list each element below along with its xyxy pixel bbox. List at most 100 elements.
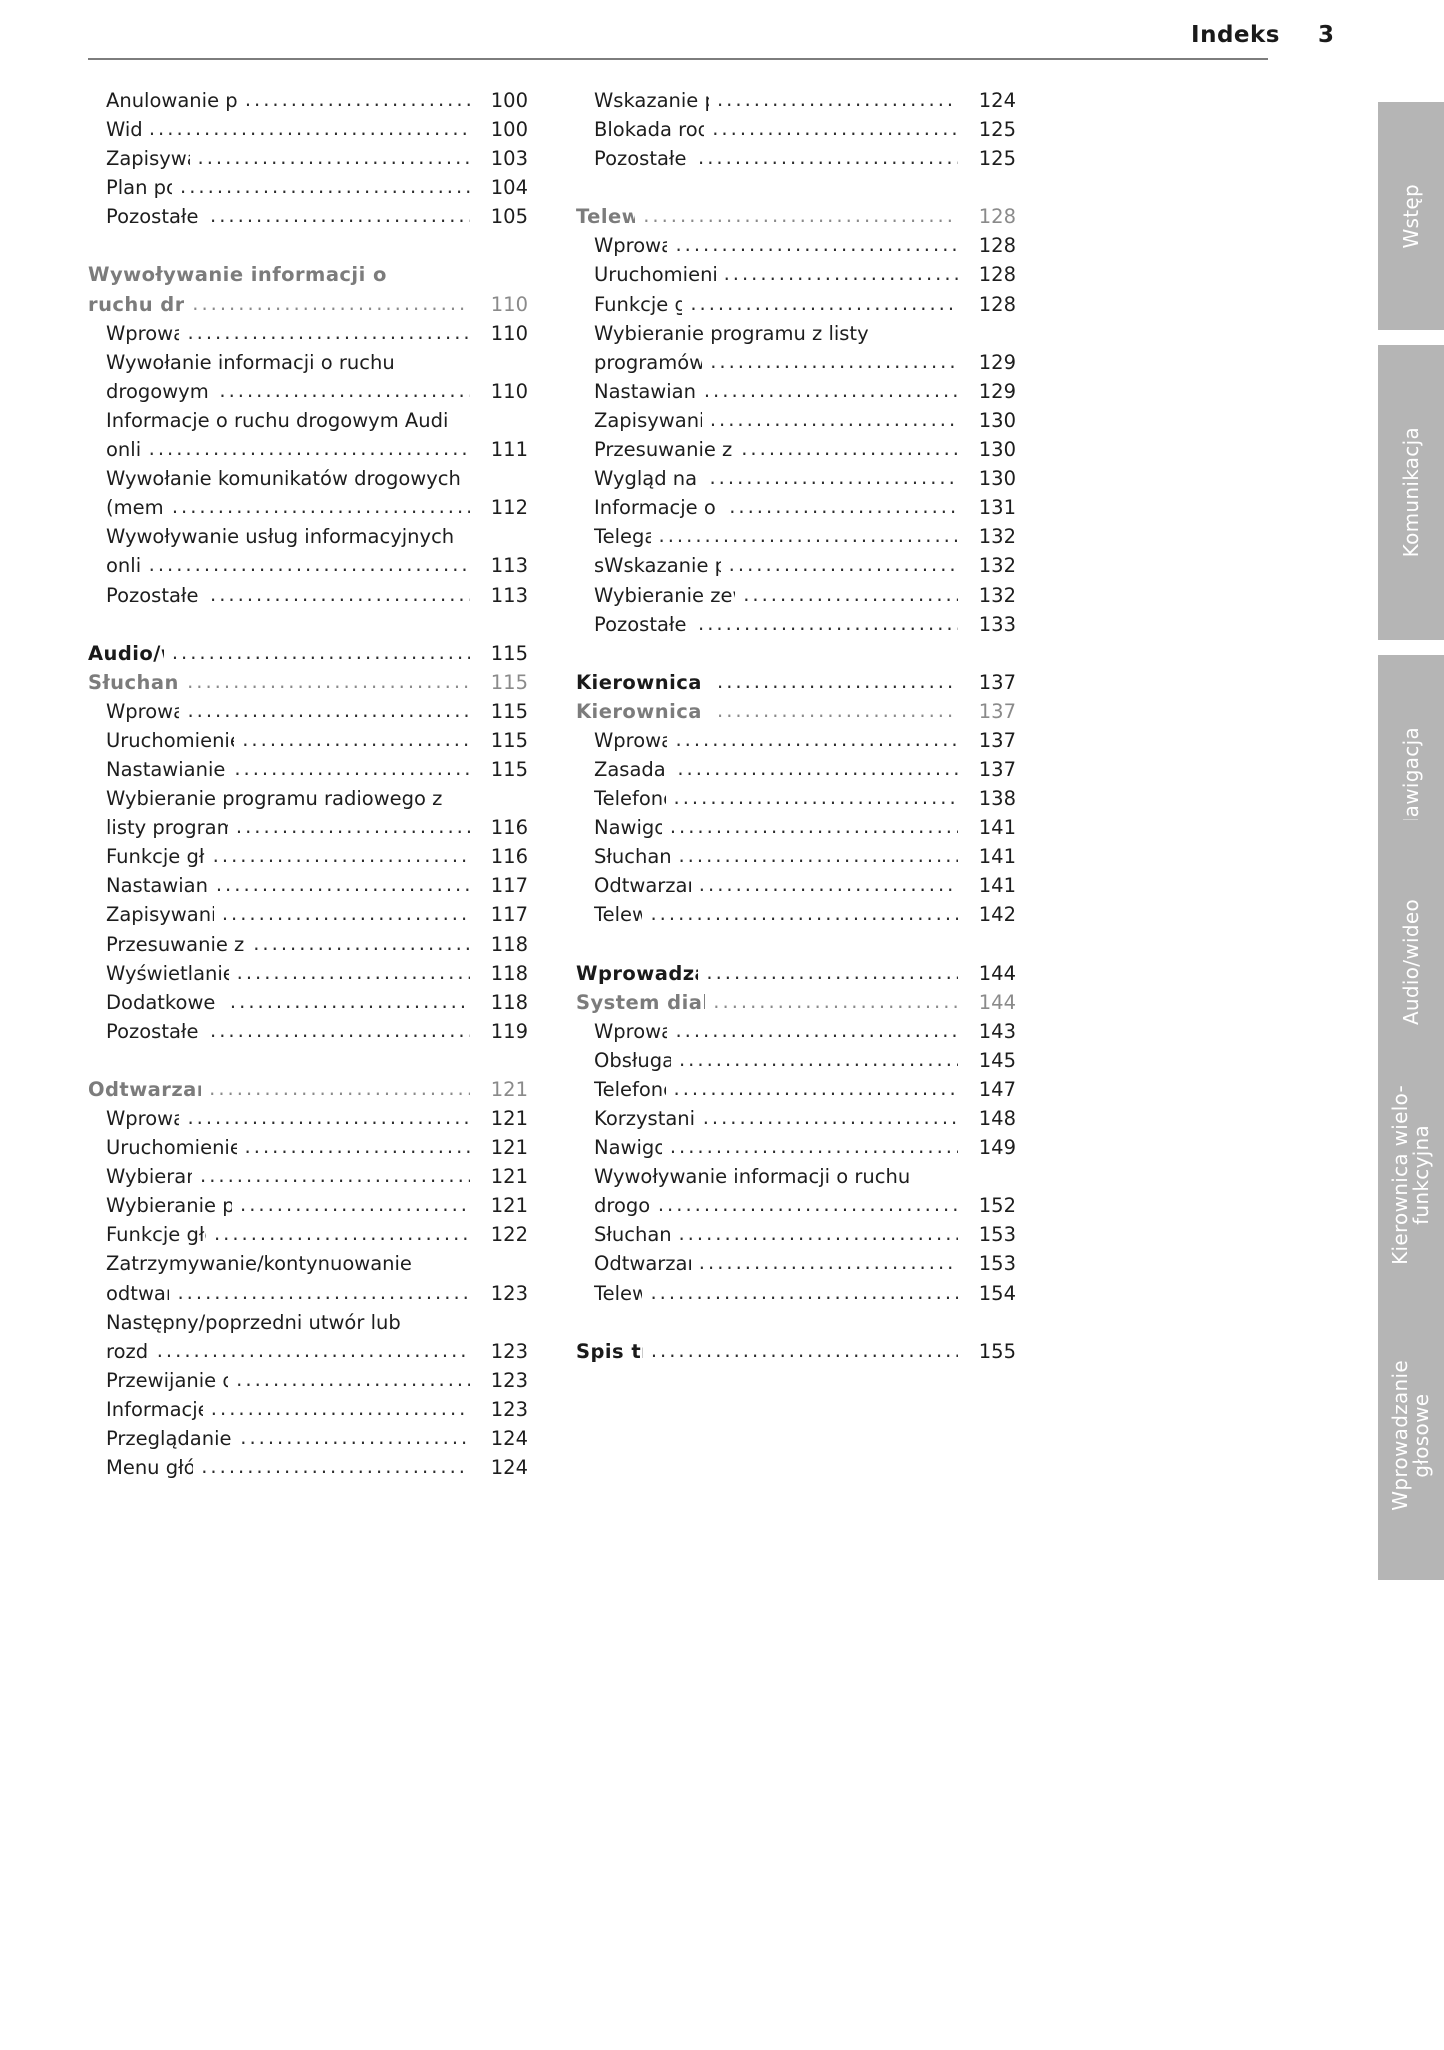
toc-entry[interactable]: Nawigowanie.............................… <box>576 813 1016 842</box>
toc-entry[interactable]: Nawigowanie.............................… <box>576 1133 1016 1162</box>
toc-entry[interactable]: Zapisywanie celu........................… <box>88 144 528 173</box>
toc-entry[interactable]: Wskazanie pełnego ekranu................… <box>576 86 1016 115</box>
toc-section-heading[interactable]: Wprowadzanie głosowe....................… <box>576 959 1016 988</box>
toc-section-heading[interactable]: System dialogu słownego.................… <box>576 988 1016 1017</box>
toc-entry-label: Odtwarzanie mediów <box>594 874 691 898</box>
toc-entry[interactable]: Pozostałe ustawienia....................… <box>88 202 528 231</box>
toc-section-heading[interactable]: Słuchanie radia.........................… <box>88 668 528 697</box>
toc-entry-page: 154 <box>978 1281 1016 1305</box>
toc-entry[interactable]: Wywoływanie informacji o ruchu..........… <box>576 1162 1016 1191</box>
toc-entry[interactable]: Informacje o utworze....................… <box>88 1395 528 1424</box>
section-tab-6[interactable]: Wprowadzanie głosowe <box>1378 1290 1444 1580</box>
toc-entry[interactable]: online..................................… <box>88 435 528 464</box>
toc-entry[interactable]: Uruchomienie trybu pracy Media..........… <box>88 1133 528 1162</box>
toc-entry[interactable]: Przewijanie do przodu/do tyłu...........… <box>88 1366 528 1395</box>
toc-entry[interactable]: drogowym TMC/TMCpro.....................… <box>88 377 528 406</box>
toc-entry[interactable]: Wybieranie programu z listy.............… <box>576 319 1016 348</box>
toc-entry[interactable]: Przesuwanie zapisanych programów........… <box>88 930 528 959</box>
section-tab-1[interactable]: Wstęp <box>1378 102 1444 330</box>
toc-entry[interactable]: Wprowadzenie............................… <box>576 726 1016 755</box>
toc-entry[interactable]: Wprowadzenie............................… <box>88 697 528 726</box>
toc-entry[interactable]: Wprowadzenie............................… <box>576 1017 1016 1046</box>
toc-entry[interactable]: Wybieranie źródła.......................… <box>88 1162 528 1191</box>
toc-section-heading[interactable]: ruchu drogowym..........................… <box>88 290 528 319</box>
toc-entry-label: listy programów/listy pamięci <box>106 816 228 840</box>
toc-entry[interactable]: Informacje o programach (EPG)...........… <box>576 493 1016 522</box>
page-header: Indeks 3 <box>88 22 1352 70</box>
toc-entry[interactable]: Obsługa ogólna..........................… <box>576 1046 1016 1075</box>
toc-entry[interactable]: Wprowadzenie............................… <box>88 319 528 348</box>
toc-entry[interactable]: Uruchomienie trybu pracy TV.............… <box>576 260 1016 289</box>
section-tab-2[interactable]: Komunikacja <box>1378 345 1444 640</box>
toc-entry-page: 121 <box>490 1136 528 1160</box>
toc-entry[interactable]: listy programów/listy pamięci...........… <box>88 813 528 842</box>
toc-entry[interactable]: Odtwarzanie mediów......................… <box>576 1249 1016 1278</box>
toc-entry-label: Nastawianie programu <box>594 379 696 403</box>
toc-entry[interactable]: Nastawianie zakresu odbioru.............… <box>88 755 528 784</box>
toc-entry[interactable]: Telefonowanie...........................… <box>576 784 1016 813</box>
toc-entry[interactable]: rozdział................................… <box>88 1337 528 1366</box>
toc-entry[interactable]: Wprowadzenie............................… <box>88 1104 528 1133</box>
toc-entry[interactable]: Telewizja...............................… <box>576 1279 1016 1308</box>
toc-entry[interactable]: Telegazeta..............................… <box>576 522 1016 551</box>
toc-entry[interactable]: Wybieranie zewnętrznego wejścia AV......… <box>576 581 1016 610</box>
toc-entry[interactable]: online..................................… <box>88 551 528 580</box>
toc-entry[interactable]: Nastawianie programu....................… <box>88 871 528 900</box>
toc-entry[interactable]: Wygląd na wyświetlaczu..................… <box>576 464 1016 493</box>
toc-entry[interactable]: Pozostałe ustawienia....................… <box>576 610 1016 639</box>
toc-entry[interactable]: Menu główne DVD.........................… <box>88 1453 528 1482</box>
toc-entry-label: Wybieranie zewnętrznego wejścia AV <box>594 583 735 607</box>
toc-section-heading[interactable]: Audio/wideo.............................… <box>88 639 528 668</box>
toc-entry[interactable]: Informacje o ruchu drogowym Audi........… <box>88 406 528 435</box>
toc-entry[interactable]: Funkcje główne TV.......................… <box>576 290 1016 319</box>
toc-section-heading[interactable]: Telewizja...............................… <box>576 202 1016 231</box>
toc-entry[interactable]: Pozostałe ustawienia....................… <box>576 144 1016 173</box>
toc-entry[interactable]: drogowym................................… <box>576 1191 1016 1220</box>
toc-entry[interactable]: Nastawianie programu....................… <box>576 377 1016 406</box>
toc-entry[interactable]: sWskazanie pełnego ekranu TV............… <box>576 551 1016 580</box>
toc-section-heading[interactable]: Spis treści.............................… <box>576 1337 1016 1366</box>
toc-entry[interactable]: Wprowadzenie............................… <box>576 231 1016 260</box>
toc-entry[interactable]: Widok...................................… <box>88 115 528 144</box>
toc-entry[interactable]: Przeglądanie okładek albumów............… <box>88 1424 528 1453</box>
toc-entry[interactable]: Wywołanie komunikatów drogowych.........… <box>88 464 528 493</box>
toc-entry[interactable]: (memo TP)...............................… <box>88 493 528 522</box>
toc-entry[interactable]: Wyświetlanie tekstów w radiu............… <box>88 959 528 988</box>
toc-entry[interactable]: Zatrzymywanie/kontynuowanie.............… <box>88 1249 528 1278</box>
toc-section-heading[interactable]: Kierownica wielofunkcyjna...............… <box>576 668 1016 697</box>
toc-entry[interactable]: Wywołanie informacji o ruchu............… <box>88 348 528 377</box>
toc-entry[interactable]: Pozostałe ustawienia....................… <box>88 1017 528 1046</box>
toc-entry[interactable]: Zasada obsługi..........................… <box>576 755 1016 784</box>
toc-entry[interactable]: Przesuwanie zapisanych programów........… <box>576 435 1016 464</box>
toc-entry[interactable]: Telewizja...............................… <box>576 900 1016 929</box>
toc-section-heading[interactable]: Wywoływanie informacji o................… <box>88 260 528 289</box>
toc-entry[interactable]: Telefonowanie...........................… <box>576 1075 1016 1104</box>
toc-entry[interactable]: Zapisywanie programów...................… <box>576 406 1016 435</box>
toc-section-heading[interactable]: Kierownica wielofunkcyjna...............… <box>576 697 1016 726</box>
toc-entry[interactable]: Słuchanie radia.........................… <box>576 842 1016 871</box>
toc-entry[interactable]: Zapisywanie programów...................… <box>88 900 528 929</box>
toc-entry-page: 115 <box>490 757 528 781</box>
toc-entry[interactable]: Funkcje główne Media....................… <box>88 1220 528 1249</box>
toc-entry-label: Widok <box>106 118 141 142</box>
toc-entry[interactable]: odtwarzania.............................… <box>88 1279 528 1308</box>
toc-entry[interactable]: Anulowanie prowadzenia do celu..........… <box>88 86 528 115</box>
section-tab-5[interactable]: Kierownica wielo- funkcyjna <box>1378 1030 1444 1320</box>
toc-entry[interactable]: Wybieranie programu radiowego z.........… <box>88 784 528 813</box>
toc-entry[interactable]: Pozostałe ustawienia....................… <box>88 581 528 610</box>
toc-entry[interactable]: Dodatkowe informacje DAB................… <box>88 988 528 1017</box>
toc-entry-page: 111 <box>490 438 528 462</box>
toc-entry[interactable]: Wybieranie plików audio/wideo...........… <box>88 1191 528 1220</box>
toc-entry[interactable]: Odtwarzanie mediów......................… <box>576 871 1016 900</box>
toc-entry[interactable]: Funkcje główne Radio....................… <box>88 842 528 871</box>
toc-entry[interactable]: Następny/poprzedni utwór lub............… <box>88 1308 528 1337</box>
toc-entry[interactable]: Uruchomienie trybu pracy radia..........… <box>88 726 528 755</box>
toc-entry[interactable]: Plan podróży............................… <box>88 173 528 202</box>
toc-entry-page: 124 <box>490 1456 528 1480</box>
toc-entry[interactable]: Korzystanie z adresów...................… <box>576 1104 1016 1133</box>
toc-section-heading[interactable]: Odtwarzanie mediów......................… <box>88 1075 528 1104</box>
toc-entry[interactable]: Słuchanie radia.........................… <box>576 1220 1016 1249</box>
toc-entry[interactable]: Blokada rodzicielska DVD................… <box>576 115 1016 144</box>
toc-entry[interactable]: Wywoływanie usług informacyjnych........… <box>88 522 528 551</box>
toc-entry[interactable]: programów/listy pamięci.................… <box>576 348 1016 377</box>
